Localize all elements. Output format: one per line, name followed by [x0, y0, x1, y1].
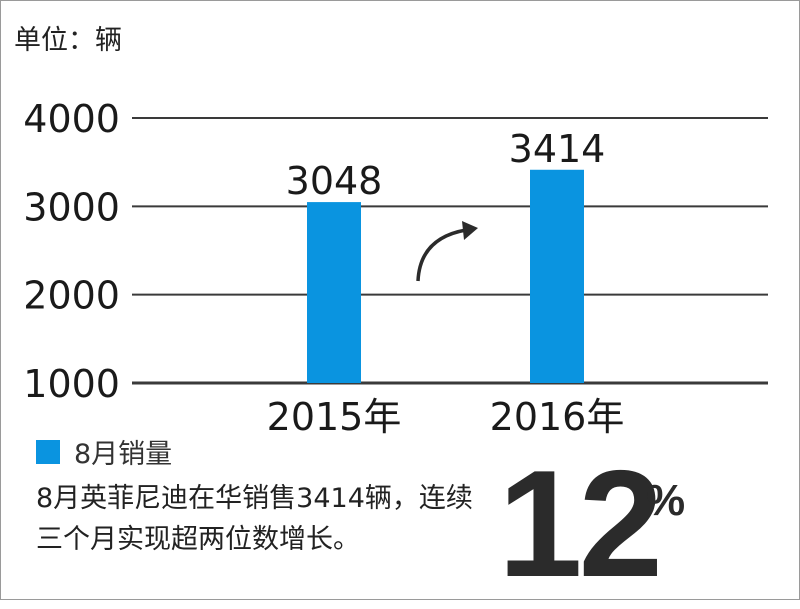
- legend-swatch: [36, 439, 60, 464]
- percent-sign: %: [646, 476, 686, 525]
- bar: [530, 169, 584, 383]
- y-tick-label: 2000: [23, 274, 120, 318]
- y-tick-label: 4000: [23, 97, 120, 141]
- x-category-label: 2016年: [490, 395, 625, 439]
- arrow-head: [462, 221, 478, 240]
- curved-arrow-icon: [416, 228, 467, 282]
- unit-label: 单位：辆: [14, 25, 122, 56]
- x-category-label: 2015年: [267, 395, 402, 439]
- y-tick-label: 1000: [23, 362, 120, 406]
- legend: 8月销量: [36, 432, 172, 471]
- bar: [307, 202, 361, 383]
- data-label: 3414: [509, 127, 606, 171]
- growth-percentage: 12: [498, 439, 663, 609]
- data-label: 3048: [286, 159, 383, 203]
- legend-label: 8月销量: [74, 439, 173, 470]
- y-tick-label: 3000: [23, 185, 120, 229]
- caption-text: 8月英菲尼迪在华销售3414辆，连续三个月实现超两位数增长。: [36, 483, 473, 555]
